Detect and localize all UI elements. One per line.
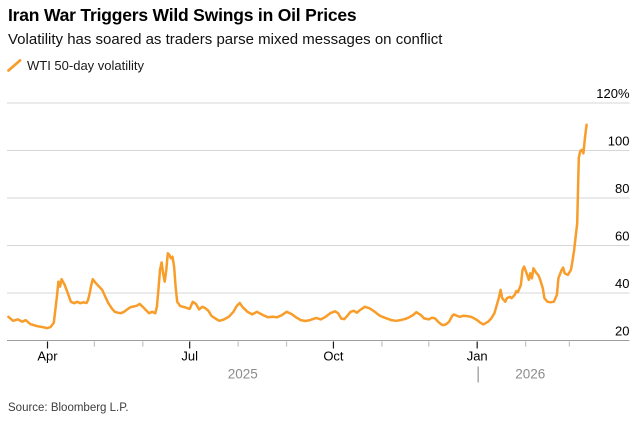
x-axis-label: Jan <box>467 349 488 364</box>
x-axis-label: Apr <box>37 349 58 364</box>
page-subtitle: Volatility has soared as traders parse m… <box>8 31 443 48</box>
year-label: 2026 <box>515 367 545 382</box>
volatility-line <box>7 123 588 330</box>
y-axis-label: 20 <box>615 324 629 339</box>
x-axis-label: Jul <box>181 349 198 364</box>
y-axis-label: 100 <box>608 134 630 149</box>
y-axis-label: 120% <box>596 86 630 101</box>
page-title: Iran War Triggers Wild Swings in Oil Pri… <box>8 5 357 25</box>
legend: WTI 50-day volatility <box>7 58 144 73</box>
year-label: 2025 <box>228 367 258 382</box>
source-note: Source: Bloomberg L.P. <box>8 402 129 414</box>
y-axis-label: 80 <box>615 181 629 196</box>
y-axis-label: 60 <box>615 229 629 244</box>
legend-label: WTI 50-day volatility <box>27 58 145 73</box>
y-axis-label: 40 <box>615 276 629 291</box>
legend-line-marker-icon <box>7 59 22 72</box>
x-axis-label: Oct <box>323 349 344 364</box>
